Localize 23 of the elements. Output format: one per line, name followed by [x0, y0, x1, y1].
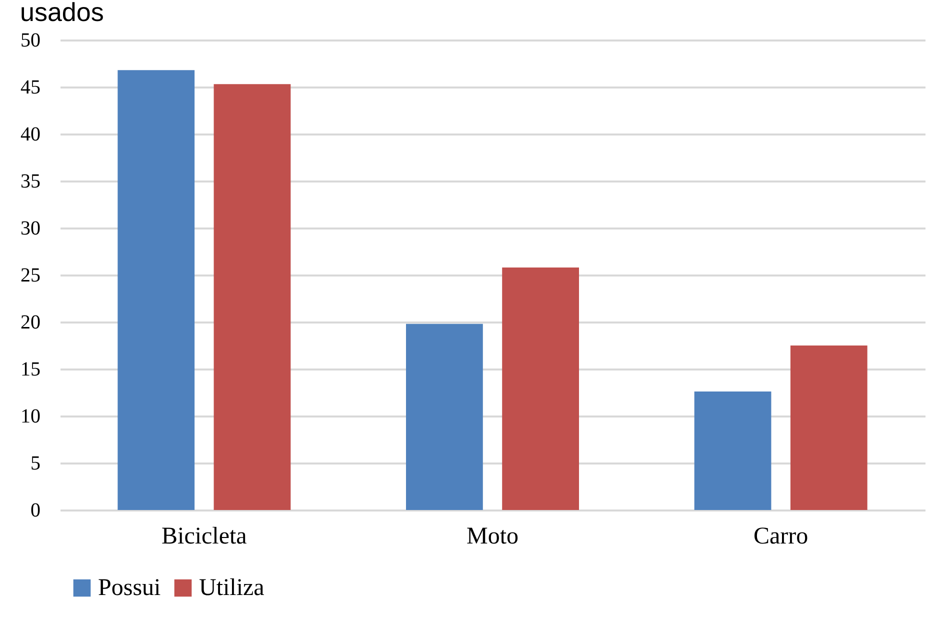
y-tick-label: 30	[20, 218, 40, 240]
y-tick-label: 25	[20, 264, 40, 286]
y-tick-label: 50	[20, 30, 40, 52]
y-tick-label: 0	[30, 500, 40, 522]
x-tick-label: Moto	[466, 524, 519, 550]
y-tick-label: 45	[20, 76, 40, 98]
bar	[406, 324, 483, 510]
y-tick-label: 5	[30, 452, 40, 474]
x-tick-label: Bicicleta	[162, 524, 248, 550]
y-tick-label: 10	[20, 406, 40, 428]
bar	[214, 84, 291, 510]
legend-label: Possui	[98, 575, 162, 601]
y-tick-label: 15	[20, 358, 40, 380]
y-tick-label: 20	[20, 312, 40, 334]
chart-title: usados	[20, 0, 104, 27]
y-tick-label: 35	[20, 170, 40, 192]
x-tick-label: Carro	[754, 524, 808, 550]
bar	[502, 267, 579, 510]
y-tick-label: 40	[20, 124, 40, 146]
bar	[790, 346, 868, 510]
bar	[694, 392, 772, 510]
bar	[118, 70, 195, 510]
legend-label: Utiliza	[199, 575, 265, 601]
